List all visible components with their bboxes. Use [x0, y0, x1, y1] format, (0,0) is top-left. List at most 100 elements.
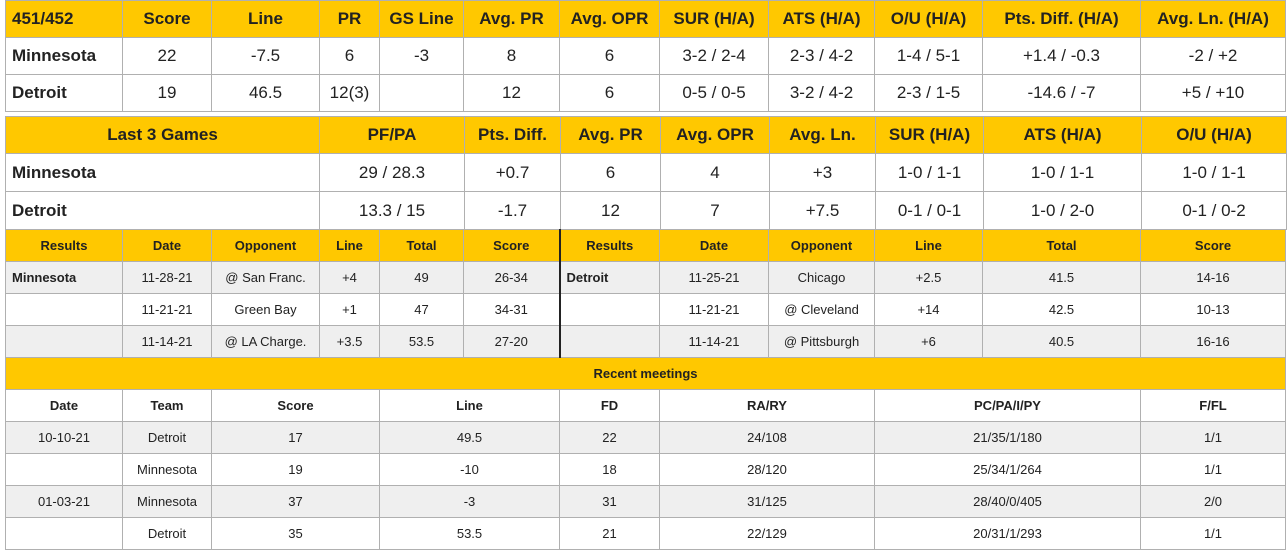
cell: 37 — [211, 485, 380, 518]
team-name — [5, 325, 123, 358]
cell: Minnesota — [122, 453, 212, 486]
cell: +3 — [769, 153, 876, 192]
col-fd: FD — [559, 389, 660, 422]
team-name: Detroit — [5, 191, 320, 230]
cell: 21 — [559, 517, 660, 550]
team-name: Detroit — [5, 74, 123, 112]
last3-table: Last 3 Games PF/PA Pts. Diff. Avg. PR Av… — [5, 116, 1287, 230]
cell: 19 — [211, 453, 380, 486]
cell: +1 — [319, 293, 380, 326]
col-sur: SUR (H/A) — [875, 116, 984, 154]
team-name — [5, 293, 123, 326]
col-ats: ATS (H/A) — [983, 116, 1142, 154]
cell: 47 — [379, 293, 464, 326]
cell: -10 — [379, 453, 560, 486]
table-row: Detroit 19 46.5 12(3) 12 6 0-5 / 0-5 3-2… — [5, 74, 1286, 112]
col-ou: O/U (H/A) — [1141, 116, 1287, 154]
col-avg-ln: Avg. Ln. (H/A) — [1140, 0, 1286, 38]
cell: 11-21-21 — [122, 293, 212, 326]
cell: 27-20 — [463, 325, 560, 358]
col-sur: SUR (H/A) — [659, 0, 769, 38]
col-ats: ATS (H/A) — [768, 0, 875, 38]
cell: 11-28-21 — [122, 261, 212, 294]
cell: 35 — [211, 517, 380, 550]
col-ra-ry: RA/RY — [659, 389, 875, 422]
cell: 49.5 — [379, 421, 560, 454]
col-pts-diff: Pts. Diff. (H/A) — [982, 0, 1141, 38]
cell: 2-3 / 4-2 — [768, 37, 875, 75]
col-f-fl: F/FL — [1140, 389, 1286, 422]
meetings-header-row: Date Team Score Line FD RA/RY PC/PA/I/PY… — [5, 389, 1286, 422]
cell: 11-14-21 — [659, 325, 769, 358]
cell — [379, 74, 464, 112]
cell: +2.5 — [874, 261, 983, 294]
cell: 40.5 — [982, 325, 1141, 358]
cell: 26-34 — [463, 261, 560, 294]
cell: 6 — [559, 37, 660, 75]
cell: 12(3) — [319, 74, 380, 112]
cell: 53.5 — [379, 325, 464, 358]
col-date: Date — [122, 229, 212, 262]
cell: 31/125 — [659, 485, 875, 518]
col-pc-pa-i-py: PC/PA/I/PY — [874, 389, 1141, 422]
cell: 31 — [559, 485, 660, 518]
cell: 49 — [379, 261, 464, 294]
table-row: 11-14-21 @ LA Charge. +3.5 53.5 27-20 11… — [5, 325, 1286, 358]
cell: 1-0 / 1-1 — [983, 153, 1142, 192]
cell: 1/1 — [1140, 453, 1286, 486]
cell: Detroit — [122, 421, 212, 454]
col-avg-opr: Avg. OPR — [660, 116, 770, 154]
cell: 42.5 — [982, 293, 1141, 326]
col-results: Results — [558, 229, 660, 262]
cell: 12 — [463, 74, 560, 112]
cell: @ LA Charge. — [211, 325, 320, 358]
cell: 0-1 / 0-2 — [1141, 191, 1287, 230]
cell: 25/34/1/264 — [874, 453, 1141, 486]
col-line: Line — [319, 229, 380, 262]
cell: 4 — [660, 153, 770, 192]
cell: 34-31 — [463, 293, 560, 326]
cell: 13.3 / 15 — [319, 191, 465, 230]
col-avg-pr: Avg. PR — [560, 116, 661, 154]
cell: 22 — [559, 421, 660, 454]
table-row: Minnesota 22 -7.5 6 -3 8 6 3-2 / 2-4 2-3… — [5, 37, 1286, 75]
matchup-header-row: 451/452 Score Line PR GS Line Avg. PR Av… — [5, 0, 1286, 38]
cell: 29 / 28.3 — [319, 153, 465, 192]
col-avg-opr: Avg. OPR — [559, 0, 660, 38]
cell: 01-03-21 — [5, 485, 123, 518]
cell: 0-1 / 0-1 — [875, 191, 984, 230]
col-opponent: Opponent — [768, 229, 875, 262]
col-opponent: Opponent — [211, 229, 320, 262]
table-row: Minnesota 11-28-21 @ San Franc. +4 49 26… — [5, 261, 1286, 294]
cell: 11-25-21 — [659, 261, 769, 294]
col-ou: O/U (H/A) — [874, 0, 983, 38]
matchup-game-id: 451/452 — [5, 0, 123, 38]
cell: @ San Franc. — [211, 261, 320, 294]
cell: 12 — [560, 191, 661, 230]
cell: 3-2 / 4-2 — [768, 74, 875, 112]
cell: 20/31/1/293 — [874, 517, 1141, 550]
col-line: Line — [874, 229, 983, 262]
cell: +4 — [319, 261, 380, 294]
team-name: Minnesota — [5, 153, 320, 192]
team-name — [558, 325, 660, 358]
cell: 10-13 — [1140, 293, 1286, 326]
col-score: Score — [1140, 229, 1286, 262]
last3-header-row: Last 3 Games PF/PA Pts. Diff. Avg. PR Av… — [5, 116, 1287, 154]
results-header-row: Results Date Opponent Line Total Score R… — [5, 229, 1286, 262]
cell: 3-2 / 2-4 — [659, 37, 769, 75]
col-results: Results — [5, 229, 123, 262]
cell: 6 — [319, 37, 380, 75]
cell: 11-14-21 — [122, 325, 212, 358]
col-last3: Last 3 Games — [5, 116, 320, 154]
results-table: Results Date Opponent Line Total Score R… — [5, 229, 1286, 550]
cell: 41.5 — [982, 261, 1141, 294]
cell: 10-10-21 — [5, 421, 123, 454]
cell: 22 — [122, 37, 212, 75]
cell: 21/35/1/180 — [874, 421, 1141, 454]
recent-meetings-title-row: Recent meetings — [5, 357, 1286, 390]
cell: 16-16 — [1140, 325, 1286, 358]
col-score: Score — [122, 0, 212, 38]
cell: @ Cleveland — [768, 293, 875, 326]
col-score: Score — [463, 229, 560, 262]
